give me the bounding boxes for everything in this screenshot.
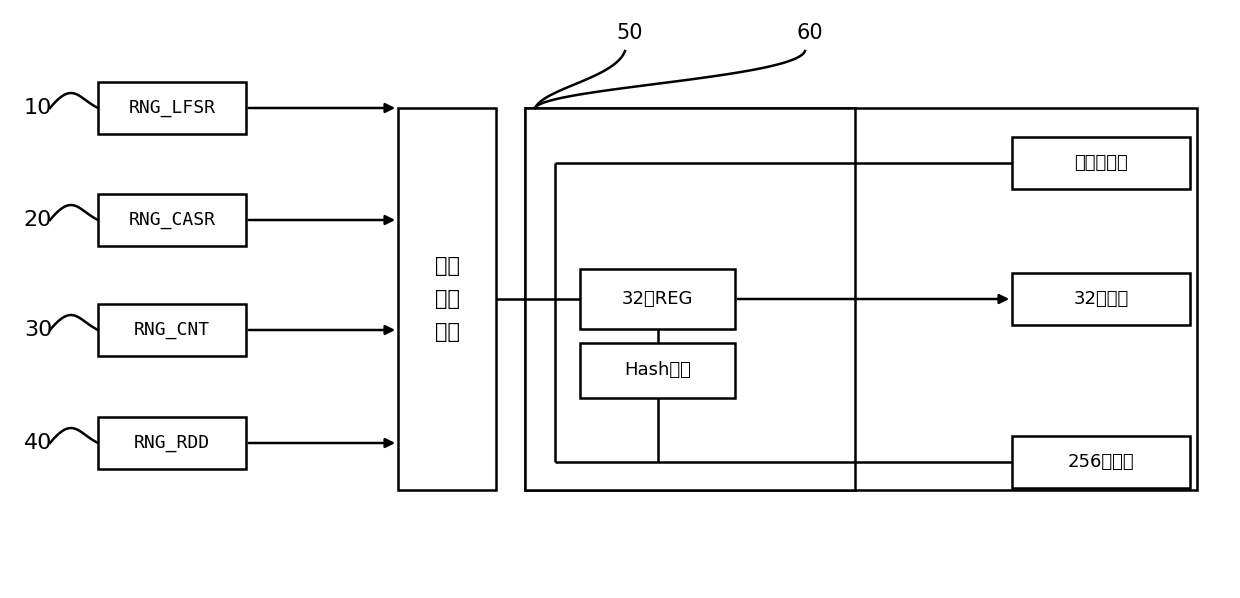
Bar	[98, 82, 246, 134]
Text: RNG_CNT: RNG_CNT	[134, 321, 210, 339]
Text: 50: 50	[616, 23, 644, 43]
Bar	[1012, 436, 1190, 488]
Bar	[398, 108, 496, 490]
Bar	[1012, 137, 1190, 189]
Text: 20: 20	[24, 210, 52, 230]
Text: 60: 60	[796, 23, 823, 43]
Bar	[580, 343, 735, 398]
Text: 32乍REG: 32乍REG	[621, 290, 693, 308]
Text: 40: 40	[24, 433, 52, 453]
Bar	[525, 108, 856, 490]
Text: 256乍输出: 256乍输出	[1068, 453, 1135, 471]
Bar	[98, 194, 246, 246]
Text: 逻辑
异或
电路: 逻辑 异或 电路	[434, 256, 460, 342]
Bar	[1012, 273, 1190, 325]
Text: 30: 30	[24, 320, 52, 340]
Text: RNG_CASR: RNG_CASR	[129, 211, 216, 229]
Text: 32乍输出: 32乍输出	[1074, 290, 1128, 308]
Bar	[580, 269, 735, 329]
Text: RNG_RDD: RNG_RDD	[134, 434, 210, 452]
Text: 单比特输出: 单比特输出	[1074, 154, 1128, 172]
Text: 10: 10	[24, 98, 52, 118]
Text: Hash扩散: Hash扩散	[624, 361, 691, 379]
Bar	[98, 304, 246, 356]
Bar	[525, 108, 1197, 490]
Bar	[98, 417, 246, 469]
Text: RNG_LFSR: RNG_LFSR	[129, 99, 216, 117]
